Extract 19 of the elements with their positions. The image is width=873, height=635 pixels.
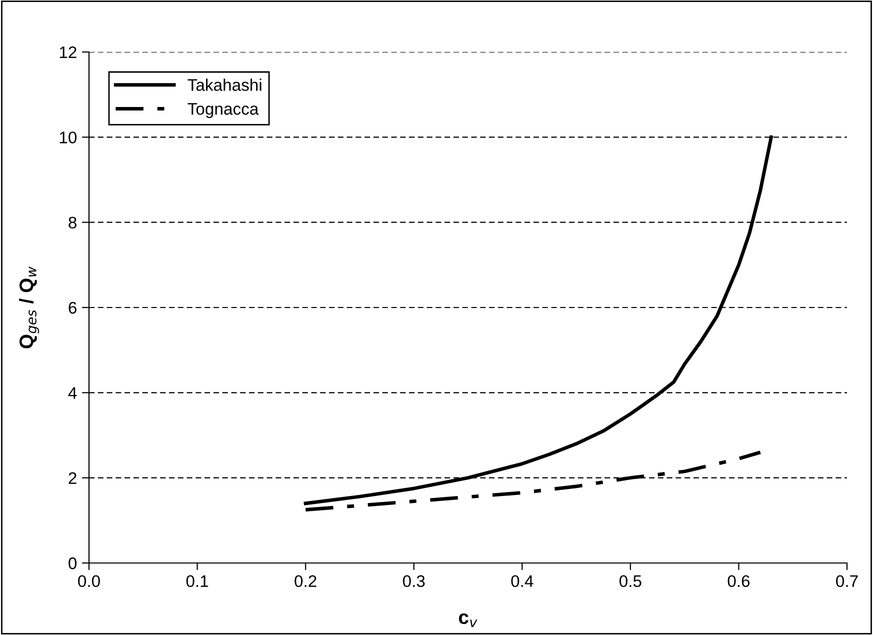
x-tick-label: 0.7	[836, 575, 858, 588]
y-tick-label: 12	[60, 46, 76, 58]
y-tick-label: 6	[68, 302, 76, 314]
x-tick-label: 0.2	[294, 575, 316, 588]
x-axis-title: c$_{v}$	[458, 613, 478, 628]
legend-label: Takahashi	[188, 78, 262, 91]
y-tick-label: 4	[68, 387, 77, 399]
legend-label: Tognacca	[188, 103, 259, 118]
x-tick-label: 0.0	[78, 575, 100, 588]
y-tick-label: 2	[68, 472, 76, 484]
y-tick-label: 10	[60, 132, 77, 144]
y-axis-title: Q$_{ges}$ / Q$_{w}$	[18, 266, 40, 348]
x-tick-label: 0.1	[186, 575, 208, 588]
y-tick-label: 0	[68, 557, 77, 570]
x-tick-label: 0.5	[619, 575, 642, 588]
x-tick-label: 0.4	[511, 575, 534, 588]
y-tick-label: 8	[68, 216, 76, 229]
x-tick-label: 0.6	[728, 575, 750, 588]
x-tick-label: 0.3	[402, 575, 425, 588]
